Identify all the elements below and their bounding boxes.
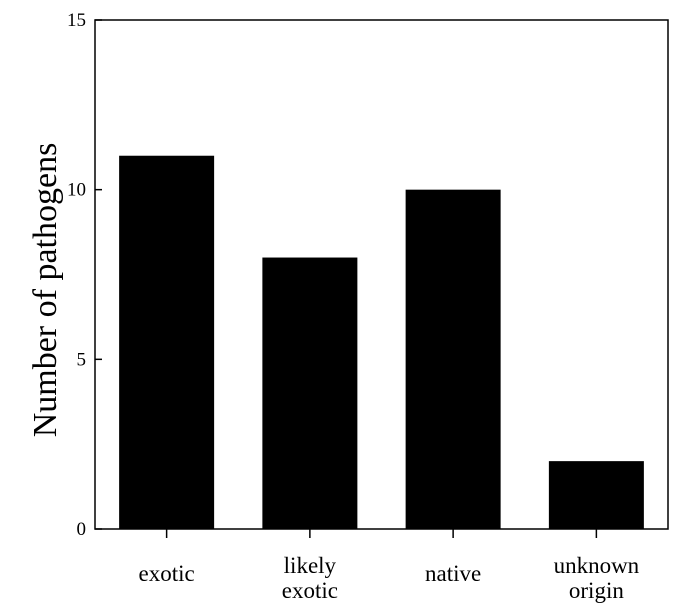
x-tick-label: unknown origin: [554, 553, 640, 603]
plot-area: 0 5 10 15 exotic likely exotic native unknown ori…: [67, 10, 669, 603]
y-axis-title: Number of pathogens: [27, 143, 64, 438]
x-tick-label: likely exotic: [282, 553, 338, 603]
bar: [119, 155, 215, 529]
y-tick-label: 0: [77, 519, 87, 540]
bar: [262, 257, 358, 529]
x-tick-label: native: [425, 561, 481, 586]
y-tick-label: 15: [67, 10, 86, 31]
y-tick-label: 5: [77, 349, 87, 370]
y-tick-label: 10: [67, 180, 86, 201]
plot-frame: [94, 19, 669, 530]
bar: [548, 461, 644, 529]
bar: [405, 189, 501, 529]
x-tick-label: exotic: [139, 561, 195, 586]
